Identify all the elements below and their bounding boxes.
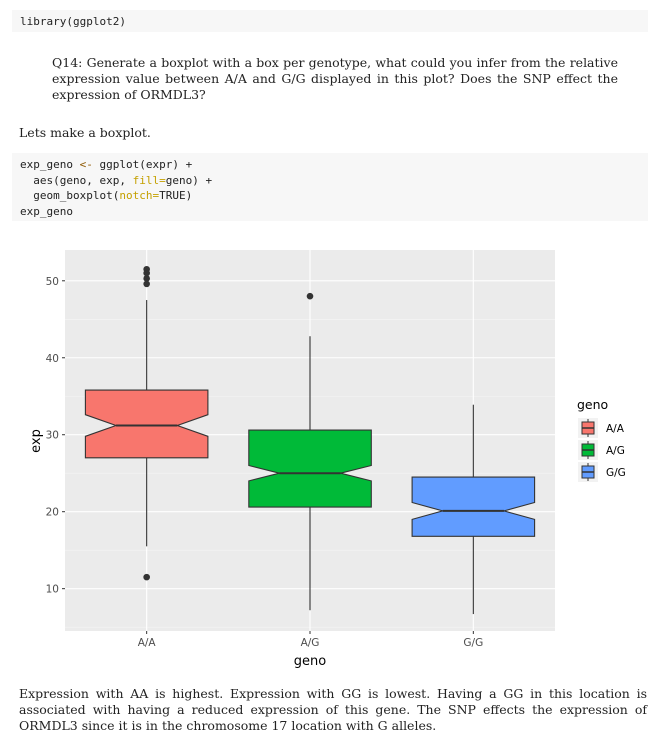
y-axis-title: exp <box>29 429 44 453</box>
code-token: aes(geno, exp, <box>20 173 133 187</box>
box-body <box>411 476 536 537</box>
y-tick-label: 40 <box>46 353 59 365</box>
x-tick-label: A/A <box>138 637 157 649</box>
legend-item-gg: G/G <box>578 462 626 482</box>
legend-label: A/G <box>606 445 625 457</box>
y-tick-label: 10 <box>46 584 59 596</box>
code-token: ggplot(expr) + <box>92 158 193 171</box>
box-aa <box>84 265 209 581</box>
x-axis-title: geno <box>294 654 326 669</box>
code-token: geno) + <box>165 173 213 187</box>
box-ag <box>248 292 372 611</box>
code-line-3: geom_boxplot(notch=TRUE) <box>20 188 640 204</box>
outlier-point <box>143 265 150 273</box>
x-axis: A/A A/G G/G <box>138 631 483 649</box>
box-body <box>248 429 372 508</box>
boxes-group <box>84 265 536 615</box>
legend: geno A/A A/G G/G <box>577 397 626 482</box>
code-block-boxplot: exp_geno <- ggplot(expr) + aes(geno, exp… <box>12 153 648 221</box>
y-tick-label: 50 <box>46 276 59 288</box>
code-assign-operator: <- <box>79 158 93 171</box>
code-line-4: exp_geno <box>20 204 73 218</box>
code-line-1: exp_geno <- ggplot(expr) + <box>20 157 640 173</box>
x-tick-label: A/G <box>301 637 320 649</box>
legend-label: G/G <box>606 467 626 479</box>
box-body <box>84 389 209 459</box>
legend-label: A/A <box>606 423 625 435</box>
code-line: library(ggplot2) <box>20 15 126 28</box>
y-axis: 10 20 30 40 50 <box>46 276 65 596</box>
conclusion-text: Expression with AA is highest. Expressio… <box>19 686 647 733</box>
code-token: TRUE) <box>159 189 193 202</box>
code-line-2: aes(geno, exp, fill=geno) + <box>20 173 640 189</box>
outlier-point <box>306 292 314 300</box>
code-token: exp_geno <box>20 158 80 171</box>
box-gg <box>411 404 536 615</box>
y-tick-label: 30 <box>46 430 59 442</box>
question-text: Q14: Generate a boxplot with a box per g… <box>52 55 618 102</box>
code-argument: fill= <box>132 173 166 187</box>
intro-text: Lets make a boxplot. <box>19 125 151 140</box>
x-tick-label: G/G <box>463 637 483 649</box>
code-argument: notch= <box>119 189 160 202</box>
y-tick-label: 20 <box>46 507 59 519</box>
legend-item-aa: A/A <box>578 418 625 438</box>
code-token: geom_boxplot( <box>20 189 120 202</box>
code-block-library: library(ggplot2) <box>12 10 648 32</box>
outlier-point <box>143 275 150 282</box>
outlier-point <box>143 573 150 581</box>
legend-item-ag: A/G <box>578 440 625 460</box>
legend-title: geno <box>577 397 608 412</box>
outlier-point <box>143 280 150 288</box>
